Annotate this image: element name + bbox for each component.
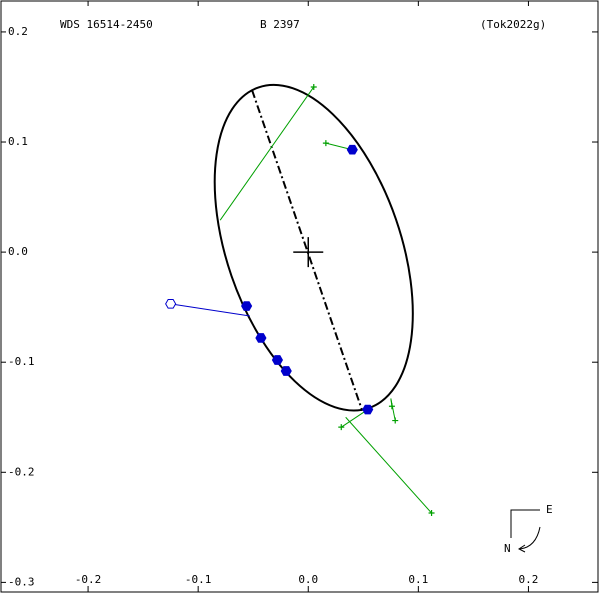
- header-center: B 2397: [260, 18, 300, 31]
- y-tick-label: -0.1: [8, 355, 35, 368]
- speckle-point: [280, 366, 292, 376]
- header-right: (Tok2022g): [480, 18, 546, 31]
- y-tick-label: 0.2: [8, 25, 28, 38]
- x-tick-label: 0.1: [408, 573, 428, 586]
- orbit: [213, 83, 414, 412]
- residual: [341, 409, 368, 428]
- y-tick-label: -0.3: [8, 575, 35, 588]
- compass-east: E: [546, 503, 553, 516]
- x-tick-label: -0.1: [185, 573, 212, 586]
- micrometric-point: [392, 417, 399, 424]
- residual: [170, 303, 250, 317]
- compass-north: N: [504, 542, 511, 555]
- y-tick-label: 0.1: [8, 135, 28, 148]
- compass: [510, 509, 541, 553]
- residual: [390, 398, 396, 421]
- residual: [345, 416, 432, 514]
- micrometric-point: [322, 140, 329, 147]
- x-tick-label: 0.0: [298, 573, 318, 586]
- line-of-apsides: [251, 89, 364, 411]
- speckle-point: [241, 301, 253, 311]
- speckle-point: [271, 355, 284, 365]
- x-tick-label: -0.2: [75, 573, 102, 586]
- compass-arrow: [519, 526, 541, 550]
- y-tick-label: 0.0: [8, 245, 28, 258]
- speckle-point: [346, 144, 358, 155]
- compass-axes: [510, 509, 540, 538]
- y-tick-label: -0.2: [8, 465, 35, 478]
- micrometric-point: [310, 83, 317, 90]
- compass-arrowhead: [518, 544, 526, 553]
- x-tick-label: 0.2: [519, 573, 539, 586]
- micrometric-point: [338, 424, 345, 431]
- header-left: WDS 16514-2450: [60, 18, 153, 31]
- residual: [219, 86, 315, 221]
- primary-star: [293, 237, 324, 268]
- speckle-point: [255, 333, 267, 343]
- micrometric-point: [428, 510, 435, 517]
- visual-point: [165, 299, 177, 309]
- speckle-point: [362, 404, 374, 415]
